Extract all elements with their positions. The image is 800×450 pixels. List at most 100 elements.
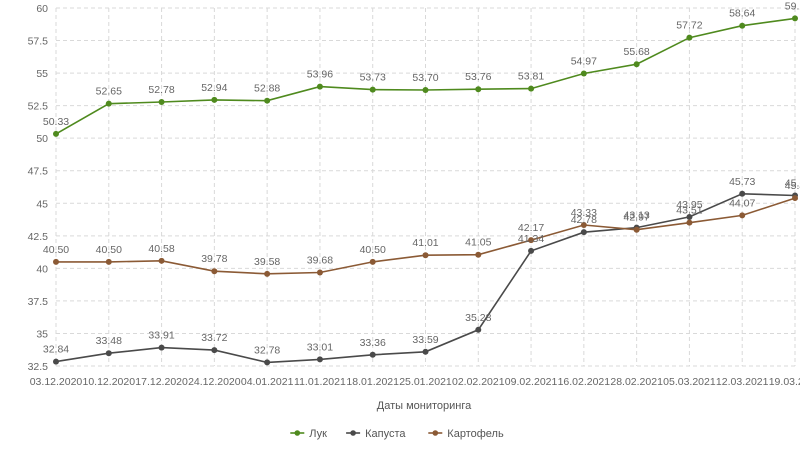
- y-tick-label: 40: [36, 263, 48, 275]
- data-label: 40.58: [148, 243, 174, 255]
- data-label: 45.4: [785, 180, 800, 192]
- data-point: [475, 251, 482, 258]
- data-label: 45.6: [785, 177, 800, 189]
- data-label: 59.2: [785, 0, 800, 12]
- y-tick-label: 35: [36, 328, 48, 340]
- data-point: [264, 359, 271, 366]
- data-label: 57.72: [676, 20, 702, 32]
- data-point: [580, 222, 587, 229]
- data-label: 33.48: [96, 335, 122, 347]
- data-label: 39.58: [254, 256, 280, 268]
- data-label: 52.94: [201, 82, 227, 94]
- data-label: 39.68: [307, 255, 333, 267]
- x-tick-label: 12.03.2021: [716, 376, 769, 388]
- data-point: [211, 347, 218, 354]
- y-tick-label: 52.5: [28, 101, 49, 113]
- data-label: 43.33: [571, 207, 597, 219]
- legend-marker: [350, 430, 356, 436]
- data-label: 40.50: [360, 244, 386, 256]
- series-layer: [53, 15, 798, 366]
- data-point: [528, 237, 535, 244]
- data-label: 45.73: [729, 176, 755, 188]
- data-label: 53.73: [360, 72, 386, 84]
- data-point: [792, 195, 798, 202]
- data-point: [53, 130, 59, 137]
- y-tick-label: 32.5: [28, 361, 49, 373]
- data-label: 33.72: [201, 332, 227, 344]
- legend-marker: [294, 430, 301, 436]
- data-point: [633, 226, 640, 233]
- data-point: [580, 229, 587, 236]
- data-point: [739, 212, 746, 219]
- data-point: [264, 270, 271, 277]
- x-axis-title: Даты мониторинга: [377, 400, 472, 412]
- data-label: 33.01: [307, 341, 333, 353]
- x-tick-label: 17.12.2020: [135, 376, 188, 388]
- data-label: 50.33: [43, 116, 69, 128]
- legend-label: Лук: [309, 428, 327, 440]
- x-tick-label: 05.03.2021: [663, 376, 716, 388]
- data-point: [105, 258, 112, 265]
- data-point: [211, 268, 218, 275]
- data-label: 43.13: [624, 210, 650, 222]
- y-tick-label: 47.5: [28, 166, 49, 178]
- data-point: [633, 61, 640, 68]
- data-label: 33.36: [360, 337, 386, 349]
- data-label: 52.88: [254, 83, 280, 95]
- data-point: [316, 356, 323, 363]
- data-label: 53.96: [307, 69, 333, 81]
- data-point: [580, 70, 587, 77]
- x-tick-label: 28.02.2021: [610, 376, 663, 388]
- data-point: [792, 15, 798, 22]
- y-tick-label: 60: [36, 3, 48, 15]
- data-point: [211, 96, 218, 103]
- x-tick-label: 09.02.2021: [505, 376, 558, 388]
- data-point: [158, 344, 165, 351]
- x-tick-label: 25.01.2021: [399, 376, 452, 388]
- data-label: 42.78: [571, 214, 597, 226]
- data-point: [105, 100, 112, 107]
- data-point: [686, 213, 693, 220]
- data-label: 54.97: [571, 55, 597, 67]
- data-point: [369, 351, 376, 358]
- data-label: 42.17: [518, 222, 544, 234]
- legend-marker: [432, 430, 439, 436]
- data-point: [53, 358, 59, 365]
- data-label: 40.50: [96, 244, 122, 256]
- data-label: 43.95: [676, 199, 702, 211]
- x-axis-ticks: 03.12.2020 10.12.2020 17.12.2020 24.12.2020…: [30, 376, 800, 388]
- y-tick-label: 57.5: [28, 36, 49, 48]
- data-label: 42.97: [624, 212, 650, 224]
- data-label: 40.50: [43, 244, 69, 256]
- data-label: 52.78: [148, 84, 174, 96]
- data-point: [528, 85, 535, 92]
- data-point: [739, 190, 746, 197]
- x-tick-label: 18.01.2021: [346, 376, 399, 388]
- data-label: 33.91: [148, 330, 174, 342]
- data-label: 44.07: [729, 197, 755, 209]
- legend-item: Лук: [290, 428, 327, 440]
- data-point: [475, 326, 482, 333]
- legend-item: Картофель: [428, 428, 504, 440]
- y-tick-label: 50: [36, 133, 48, 145]
- y-tick-label: 55: [36, 68, 48, 80]
- y-axis-ticks: 32.5 35 37.5 40 42.5 45 47.5 50 52.5 55 57.5 60: [28, 3, 49, 373]
- data-label: 32.84: [43, 344, 69, 356]
- data-label: 43.51: [676, 205, 702, 217]
- data-point: [475, 86, 482, 93]
- data-point: [422, 87, 429, 94]
- data-point: [158, 257, 165, 264]
- data-label: 52.65: [96, 86, 122, 98]
- x-tick-label: 11.01.2021: [294, 376, 346, 388]
- data-label: 41.34: [518, 233, 544, 245]
- x-tick-label: 02.02.2021: [452, 376, 505, 388]
- data-point: [53, 258, 59, 265]
- data-label: 55.68: [624, 46, 650, 58]
- legend-label: Капуста: [365, 428, 406, 440]
- y-tick-label: 42.5: [28, 231, 49, 243]
- data-label: 53.76: [465, 71, 491, 83]
- data-label: 41.01: [412, 237, 438, 249]
- data-point: [158, 98, 165, 105]
